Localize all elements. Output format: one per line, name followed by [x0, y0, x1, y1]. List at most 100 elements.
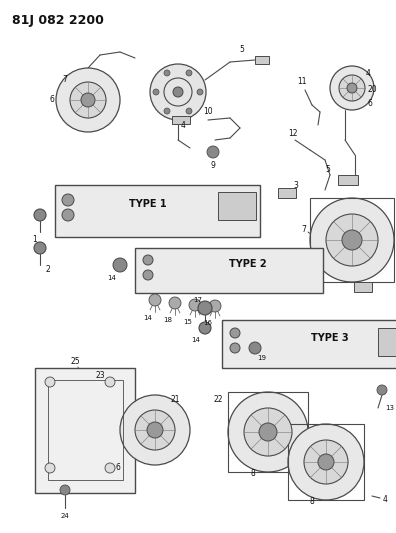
- Text: 8: 8: [251, 469, 255, 478]
- Circle shape: [143, 255, 153, 265]
- Circle shape: [164, 108, 170, 114]
- Text: 2: 2: [46, 265, 50, 274]
- Circle shape: [62, 194, 74, 206]
- Circle shape: [70, 82, 106, 118]
- Text: 6: 6: [367, 99, 372, 108]
- Text: 18: 18: [164, 317, 173, 323]
- Text: 8: 8: [310, 497, 314, 506]
- Circle shape: [198, 301, 212, 315]
- Text: 4: 4: [383, 496, 387, 505]
- Circle shape: [120, 395, 190, 465]
- Circle shape: [259, 423, 277, 441]
- Text: 22: 22: [213, 395, 223, 405]
- Circle shape: [330, 66, 374, 110]
- Circle shape: [34, 209, 46, 221]
- Circle shape: [56, 68, 120, 132]
- Text: 7: 7: [302, 225, 307, 235]
- Text: 21: 21: [170, 395, 180, 405]
- Text: 25: 25: [70, 358, 80, 367]
- Circle shape: [339, 75, 365, 101]
- Text: 6: 6: [50, 95, 54, 104]
- Circle shape: [249, 342, 261, 354]
- Circle shape: [113, 258, 127, 272]
- Circle shape: [342, 230, 362, 250]
- Bar: [378, 328, 396, 356]
- Circle shape: [230, 328, 240, 338]
- Circle shape: [288, 424, 364, 500]
- Bar: [172, 116, 190, 124]
- Circle shape: [147, 422, 163, 438]
- Text: 23: 23: [95, 370, 105, 379]
- Bar: [218, 192, 256, 220]
- Circle shape: [304, 440, 348, 484]
- Bar: [55, 185, 260, 237]
- Text: TYPE 2: TYPE 2: [229, 259, 267, 269]
- Circle shape: [189, 299, 201, 311]
- Text: 5: 5: [240, 45, 244, 54]
- Circle shape: [153, 89, 159, 95]
- Circle shape: [199, 322, 211, 334]
- Circle shape: [81, 93, 95, 107]
- Circle shape: [310, 198, 394, 282]
- Circle shape: [164, 70, 170, 76]
- Circle shape: [244, 408, 292, 456]
- Bar: [310, 198, 394, 282]
- Circle shape: [347, 83, 357, 93]
- Circle shape: [135, 410, 175, 450]
- Text: 6: 6: [116, 464, 120, 472]
- Bar: [48, 380, 123, 480]
- Bar: [135, 248, 323, 293]
- Text: 14: 14: [108, 275, 116, 281]
- Text: 10: 10: [203, 108, 213, 117]
- Circle shape: [173, 87, 183, 97]
- Circle shape: [169, 297, 181, 309]
- Text: 17: 17: [194, 297, 202, 303]
- Circle shape: [377, 385, 387, 395]
- Bar: [288, 424, 364, 500]
- Text: 1: 1: [32, 236, 37, 245]
- Text: 19: 19: [257, 355, 267, 361]
- Text: 4: 4: [366, 69, 370, 77]
- Text: 14: 14: [144, 315, 152, 321]
- Bar: [354, 282, 372, 292]
- Circle shape: [143, 270, 153, 280]
- Text: 14: 14: [192, 337, 200, 343]
- Circle shape: [326, 214, 378, 266]
- Circle shape: [197, 89, 203, 95]
- Text: 13: 13: [385, 405, 394, 411]
- Text: 4: 4: [181, 120, 185, 130]
- Bar: [222, 320, 396, 368]
- Circle shape: [105, 463, 115, 473]
- Circle shape: [105, 377, 115, 387]
- Circle shape: [230, 343, 240, 353]
- Bar: [255, 56, 269, 64]
- Text: 11: 11: [297, 77, 307, 86]
- Text: 20: 20: [367, 85, 377, 94]
- Text: 3: 3: [293, 181, 299, 190]
- Text: 12: 12: [288, 128, 298, 138]
- Text: 16: 16: [204, 320, 213, 326]
- Circle shape: [186, 108, 192, 114]
- Circle shape: [207, 146, 219, 158]
- Bar: [35, 368, 135, 493]
- Circle shape: [209, 300, 221, 312]
- Text: TYPE 3: TYPE 3: [311, 333, 349, 343]
- Circle shape: [45, 377, 55, 387]
- Circle shape: [45, 463, 55, 473]
- Circle shape: [62, 209, 74, 221]
- Text: 15: 15: [184, 319, 192, 325]
- Bar: [278, 188, 296, 198]
- Circle shape: [186, 70, 192, 76]
- Circle shape: [318, 454, 334, 470]
- Circle shape: [150, 64, 206, 120]
- Circle shape: [149, 294, 161, 306]
- Text: 9: 9: [211, 160, 215, 169]
- Text: 7: 7: [63, 76, 67, 85]
- Circle shape: [228, 392, 308, 472]
- Text: 81J 082 2200: 81J 082 2200: [12, 14, 104, 27]
- Text: 24: 24: [61, 513, 69, 519]
- Text: 5: 5: [326, 166, 330, 174]
- Text: TYPE 1: TYPE 1: [129, 199, 167, 209]
- Bar: [228, 392, 308, 472]
- Circle shape: [60, 485, 70, 495]
